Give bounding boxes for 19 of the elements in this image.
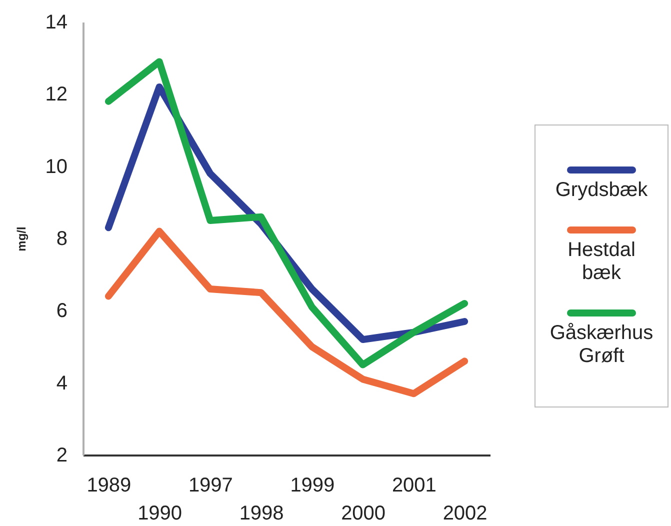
x-tick-label: 2002 [442,502,488,524]
x-tick-label: 1997 [188,474,233,496]
x-tick-label: 2001 [392,474,436,496]
y-axis-title: mg/l [14,226,28,252]
y-tick-label: 10 [45,156,68,178]
legend-label: Grydsbæk [555,179,649,201]
x-tick-label: 1990 [138,502,182,524]
y-tick-label: 14 [45,12,68,34]
legend-label: Gåskærhus Grøft [550,322,654,367]
y-tick-label: 6 [56,300,68,322]
x-tick-label: 2000 [341,502,386,524]
legend-label: Hestdal bæk [568,239,636,284]
y-tick-label: 12 [45,84,68,106]
x-tick-label: 1999 [290,474,335,496]
y-tick-label: 8 [56,228,68,250]
x-tick-label: 1989 [86,474,132,496]
y-tick-label: 4 [56,372,68,394]
y-tick-label: 2 [56,444,68,466]
x-tick-label: 1998 [239,502,284,524]
